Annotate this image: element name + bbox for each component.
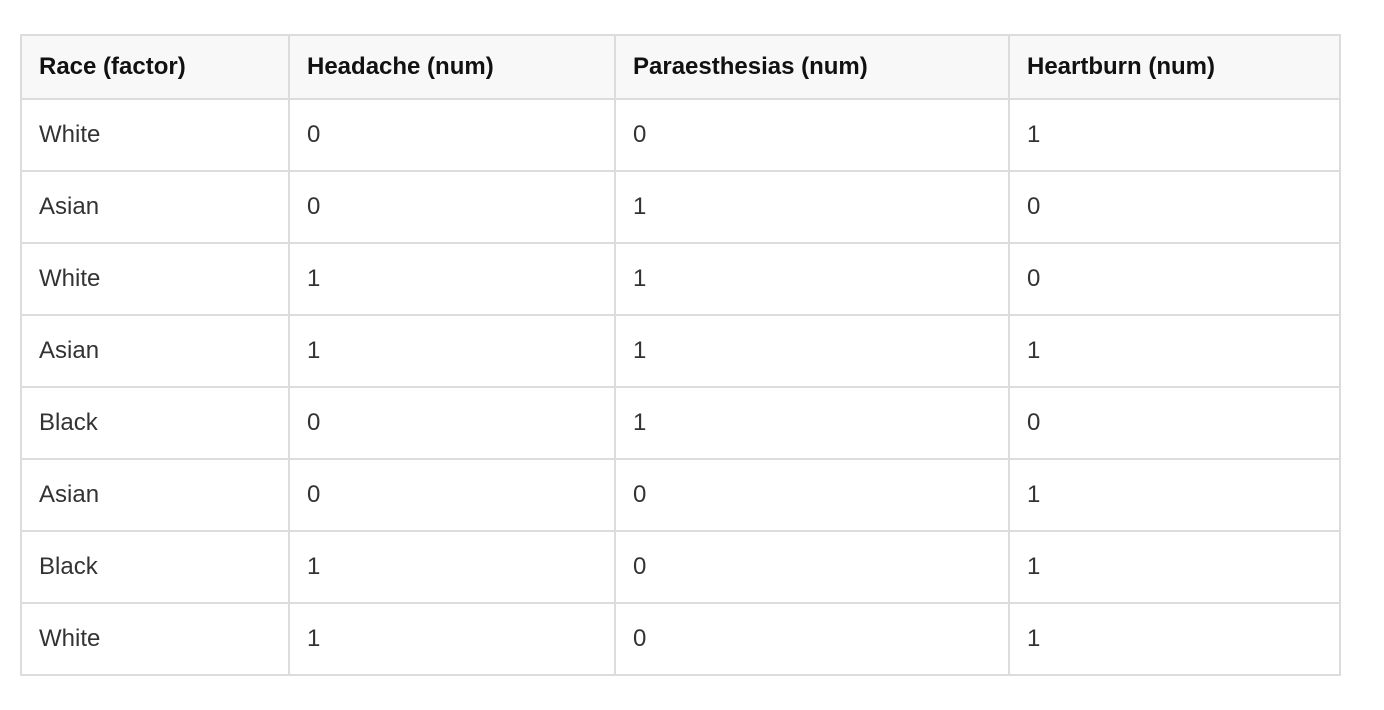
table-row: Black 1 0 1 bbox=[20, 530, 1341, 604]
table-row: White 1 0 1 bbox=[20, 602, 1341, 676]
column-header-heartburn: Heartburn (num) bbox=[1008, 34, 1341, 100]
column-header-paraesthesias: Paraesthesias (num) bbox=[614, 34, 1010, 100]
cell-race: Asian bbox=[20, 314, 290, 388]
cell-heartburn: 1 bbox=[1008, 314, 1341, 388]
table-body: White 0 0 1 Asian 0 1 0 White 1 1 0 Asia… bbox=[20, 98, 1341, 676]
table-row: Black 0 1 0 bbox=[20, 386, 1341, 460]
cell-paraesthesias: 0 bbox=[614, 98, 1010, 172]
cell-paraesthesias: 0 bbox=[614, 530, 1010, 604]
cell-race: Black bbox=[20, 386, 290, 460]
cell-headache: 0 bbox=[288, 170, 616, 244]
cell-race: White bbox=[20, 242, 290, 316]
cell-paraesthesias: 1 bbox=[614, 386, 1010, 460]
cell-headache: 0 bbox=[288, 98, 616, 172]
data-table: Race (factor) Headache (num) Paraesthesi… bbox=[20, 34, 1341, 676]
cell-headache: 1 bbox=[288, 530, 616, 604]
cell-heartburn: 1 bbox=[1008, 530, 1341, 604]
cell-headache: 0 bbox=[288, 386, 616, 460]
cell-heartburn: 1 bbox=[1008, 602, 1341, 676]
cell-paraesthesias: 1 bbox=[614, 242, 1010, 316]
cell-paraesthesias: 1 bbox=[614, 314, 1010, 388]
table-row: Asian 1 1 1 bbox=[20, 314, 1341, 388]
cell-race: White bbox=[20, 98, 290, 172]
cell-heartburn: 0 bbox=[1008, 170, 1341, 244]
data-table-container: Race (factor) Headache (num) Paraesthesi… bbox=[20, 34, 1341, 676]
cell-headache: 1 bbox=[288, 242, 616, 316]
cell-race: Asian bbox=[20, 170, 290, 244]
cell-headache: 0 bbox=[288, 458, 616, 532]
table-header: Race (factor) Headache (num) Paraesthesi… bbox=[20, 34, 1341, 100]
cell-race: Asian bbox=[20, 458, 290, 532]
header-row: Race (factor) Headache (num) Paraesthesi… bbox=[20, 34, 1341, 100]
cell-paraesthesias: 1 bbox=[614, 170, 1010, 244]
cell-race: White bbox=[20, 602, 290, 676]
cell-headache: 1 bbox=[288, 602, 616, 676]
cell-heartburn: 0 bbox=[1008, 242, 1341, 316]
cell-heartburn: 1 bbox=[1008, 98, 1341, 172]
cell-paraesthesias: 0 bbox=[614, 602, 1010, 676]
cell-heartburn: 0 bbox=[1008, 386, 1341, 460]
cell-heartburn: 1 bbox=[1008, 458, 1341, 532]
cell-headache: 1 bbox=[288, 314, 616, 388]
table-row: Asian 0 1 0 bbox=[20, 170, 1341, 244]
column-header-race: Race (factor) bbox=[20, 34, 290, 100]
column-header-headache: Headache (num) bbox=[288, 34, 616, 100]
cell-race: Black bbox=[20, 530, 290, 604]
table-row: White 1 1 0 bbox=[20, 242, 1341, 316]
table-row: White 0 0 1 bbox=[20, 98, 1341, 172]
cell-paraesthesias: 0 bbox=[614, 458, 1010, 532]
table-row: Asian 0 0 1 bbox=[20, 458, 1341, 532]
